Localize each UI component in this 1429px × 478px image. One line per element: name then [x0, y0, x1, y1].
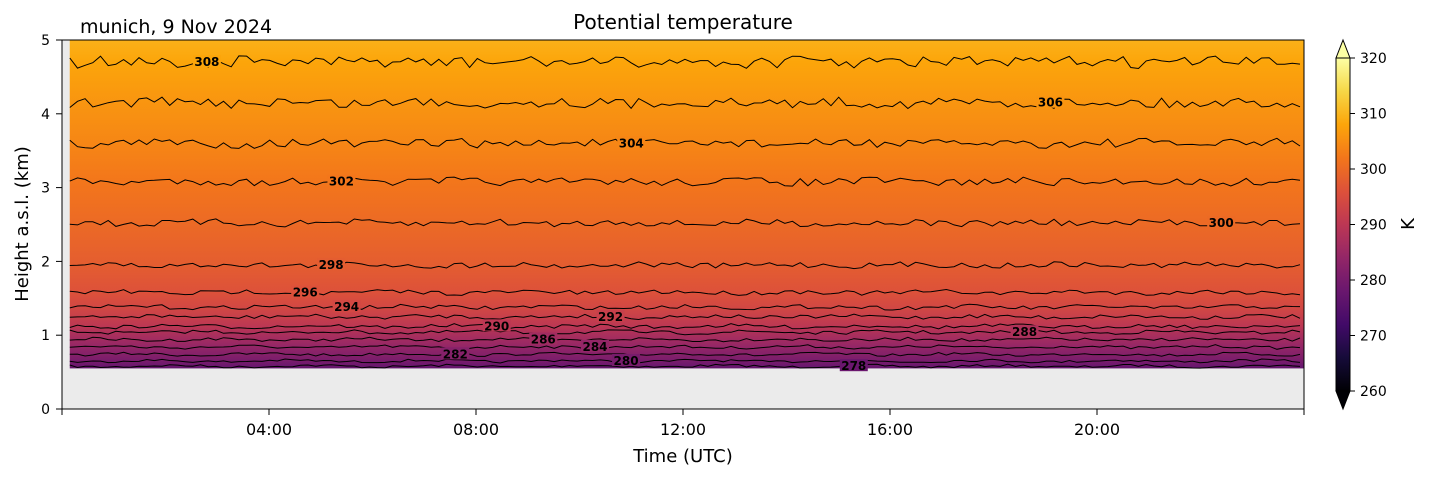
contour-label: 288 — [1012, 325, 1037, 339]
colorbar-tick-label: 290 — [1360, 218, 1387, 234]
contour-label: 308 — [194, 55, 219, 69]
contour-label-bg — [291, 285, 320, 298]
colorbar: 260 270 280 290 300 310 320 K — [1335, 38, 1419, 411]
contour-label: 306 — [1038, 96, 1063, 110]
contour-line-286 — [69, 336, 1301, 343]
contour-label-bg — [441, 347, 470, 360]
contour-label: 300 — [1209, 216, 1234, 230]
colorbar-extend-max — [1335, 38, 1351, 59]
contour-line-304 — [69, 137, 1301, 149]
contour-line-308 — [69, 55, 1301, 70]
x-tick-label: 12:00 — [660, 420, 706, 439]
contour-line-280 — [69, 358, 1301, 364]
contour-label: 292 — [598, 310, 623, 324]
contour-label-bg — [596, 309, 625, 322]
contour-line-278 — [69, 363, 1301, 369]
x-tick-label: 04:00 — [246, 420, 292, 439]
y-tick-label: 4 — [41, 107, 50, 123]
contour-line-282 — [69, 351, 1301, 357]
contour-line-300 — [69, 218, 1301, 228]
contour-label: 278 — [841, 359, 866, 373]
contour-line-284 — [69, 344, 1301, 350]
contour-line-288 — [69, 329, 1301, 336]
contour-label-bg — [617, 136, 646, 149]
x-tick-label: 08:00 — [453, 420, 499, 439]
colorbar-tick-label: 270 — [1360, 329, 1387, 345]
y-tick-label: 0 — [41, 402, 50, 418]
contour-label-bg — [529, 332, 558, 345]
contour-label-bg — [332, 300, 361, 313]
colorbar-label: K — [1398, 217, 1419, 230]
contour-label: 298 — [319, 258, 344, 272]
contour-line-292 — [69, 313, 1301, 321]
contour-label: 280 — [614, 354, 639, 368]
x-tick-label: 20:00 — [1074, 420, 1120, 439]
contour-line-290 — [69, 323, 1301, 330]
contour-label: 290 — [484, 319, 509, 333]
contour-label: 302 — [329, 175, 354, 189]
contour-lines — [69, 55, 1301, 369]
x-axis-label: Time (UTC) — [632, 446, 733, 467]
colorbar-tick-label: 260 — [1360, 384, 1387, 400]
y-axis-label: Height a.s.l. (km) — [12, 146, 33, 302]
colorbar-extend-min — [1335, 390, 1351, 411]
contour-line-306 — [69, 96, 1301, 110]
contour-label-bg — [317, 258, 346, 271]
y-tick-label: 3 — [41, 181, 50, 197]
x-tick-label: 16:00 — [867, 420, 913, 439]
contour-label-bg — [482, 319, 511, 332]
contour-line-302 — [69, 176, 1301, 187]
contour-line-296 — [69, 288, 1301, 296]
contour-label: 284 — [582, 340, 607, 354]
contour-label-bg — [192, 55, 221, 68]
contour-label: 296 — [293, 285, 318, 299]
colorbar-tick-label: 310 — [1360, 107, 1387, 123]
y-tick-label: 1 — [41, 328, 50, 344]
contour-label: 304 — [619, 136, 644, 150]
contour-label-bg — [1036, 95, 1065, 108]
contour-label-bg — [1207, 216, 1236, 229]
y-tick-label: 5 — [41, 33, 50, 49]
contour-label-bg — [612, 354, 641, 367]
contour-line-294 — [69, 303, 1301, 311]
chart-title: Potential temperature — [573, 10, 793, 34]
contour-label: 282 — [443, 347, 468, 361]
y-tick-label: 2 — [41, 254, 50, 270]
potential-temperature-field — [69, 40, 1305, 369]
colorbar-tick-label: 320 — [1360, 51, 1387, 67]
contour-label: 286 — [531, 333, 556, 347]
y-axis-ticks: 0 1 2 3 4 5 — [41, 33, 62, 418]
chart-subtitle: munich, 9 Nov 2024 — [80, 16, 272, 38]
colorbar-tick-label: 300 — [1360, 162, 1387, 178]
x-axis-ticks: 04:00 08:00 12:00 16:00 20:00 — [61, 409, 1305, 439]
contour-line-298 — [69, 261, 1301, 270]
contour-label-bg — [327, 174, 356, 187]
contour-label-bg — [1010, 325, 1039, 338]
contour-label-bg — [581, 340, 610, 353]
colorbar-tick-label: 280 — [1360, 273, 1387, 289]
colorbar-scale — [1335, 57, 1351, 392]
colorbar-ticks: 260 270 280 290 300 310 320 — [1350, 51, 1387, 400]
contour-label-bg — [839, 359, 868, 372]
contour-label: 294 — [334, 300, 359, 314]
